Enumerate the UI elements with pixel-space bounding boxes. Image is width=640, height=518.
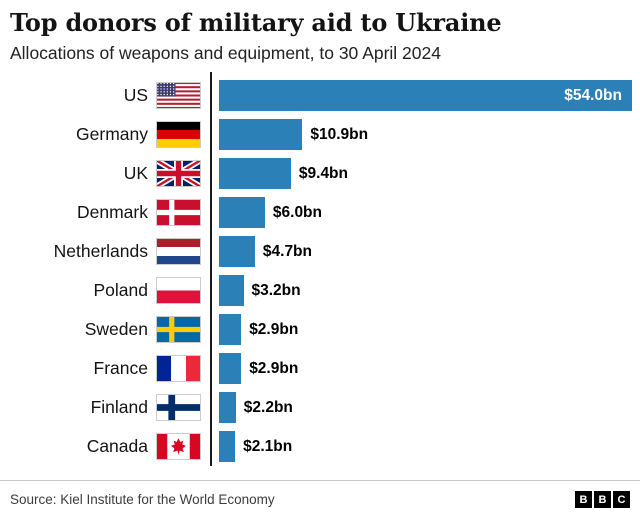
bar-track: $10.9bn	[219, 115, 640, 154]
value-label: $2.1bn	[243, 437, 293, 455]
bar-track: $2.2bn	[219, 388, 640, 427]
value-label: $2.9bn	[249, 359, 299, 377]
source-text: Source: Kiel Institute for the World Eco…	[10, 492, 275, 507]
value-label: $4.7bn	[262, 242, 312, 260]
value-label: $3.2bn	[251, 281, 301, 299]
value-label: $2.9bn	[249, 320, 299, 338]
country-label: US	[123, 85, 148, 105]
bar-row-france: France $2.9bn	[0, 349, 640, 388]
finland-flag-icon	[156, 394, 201, 421]
canada-flag-icon	[156, 433, 201, 460]
chart-header: Top donors of military aid to Ukraine Al…	[0, 0, 640, 64]
value-label: $2.2bn	[243, 398, 293, 416]
denmark-flag-icon	[156, 199, 201, 226]
bar-track: $2.9bn	[219, 349, 640, 388]
bar-row-sweden: Sweden $2.9bn	[0, 310, 640, 349]
uk-flag-icon	[156, 160, 201, 187]
bar-row-finland: Finland $2.2bn	[0, 388, 640, 427]
value-bar	[219, 392, 236, 423]
y-axis-line	[210, 72, 212, 466]
value-bar	[219, 275, 244, 306]
value-label: $10.9bn	[310, 125, 369, 143]
germany-flag-icon	[156, 121, 201, 148]
value-bar	[219, 431, 236, 462]
bar-row-us: US $54.0bn	[0, 76, 640, 115]
country-label: Sweden	[84, 319, 148, 339]
poland-flag-icon	[156, 277, 201, 304]
country-label: Germany	[76, 124, 148, 144]
france-flag-icon	[156, 355, 201, 382]
chart-title: Top donors of military aid to Ukraine	[10, 8, 502, 37]
bbc-logo-letter: B	[594, 491, 611, 508]
chart-footer: Source: Kiel Institute for the World Eco…	[0, 480, 640, 518]
bar-track: $3.2bn	[219, 271, 640, 310]
bar-row-netherlands: Netherlands $4.7bn	[0, 232, 640, 271]
bar-track: $4.7bn	[219, 232, 640, 271]
bar-row-canada: Canada $2.1bn	[0, 427, 640, 466]
bar-row-poland: Poland $3.2bn	[0, 271, 640, 310]
us-flag-icon	[156, 82, 201, 109]
bar-track: $9.4bn	[219, 154, 640, 193]
country-label: Finland	[90, 397, 148, 417]
country-label: UK	[123, 163, 148, 183]
value-label: $9.4bn	[298, 164, 348, 182]
bar-track: $54.0bn	[219, 76, 640, 115]
chart-rows: US $54.0bn Germany $10.9bn UK $9.4bn Den…	[0, 72, 640, 466]
bar-chart: US $54.0bn Germany $10.9bn UK $9.4bn Den…	[0, 72, 640, 470]
value-label: $6.0bn	[272, 203, 322, 221]
bar-row-denmark: Denmark $6.0bn	[0, 193, 640, 232]
value-bar	[219, 314, 242, 345]
country-label: France	[93, 358, 148, 378]
value-bar	[219, 158, 291, 189]
value-bar	[219, 197, 265, 228]
country-label: Netherlands	[53, 241, 148, 261]
bar-row-uk: UK $9.4bn	[0, 154, 640, 193]
bbc-logo-letter: C	[613, 491, 630, 508]
value-bar	[219, 236, 255, 267]
country-label: Poland	[93, 280, 149, 300]
bar-row-germany: Germany $10.9bn	[0, 115, 640, 154]
bar-track: $2.1bn	[219, 427, 640, 466]
chart-subtitle: Allocations of weapons and equipment, to…	[10, 43, 441, 63]
bar-track: $2.9bn	[219, 310, 640, 349]
value-bar: $54.0bn	[219, 80, 632, 111]
value-bar	[219, 119, 303, 150]
value-bar	[219, 353, 242, 384]
bar-track: $6.0bn	[219, 193, 640, 232]
country-label: Denmark	[77, 202, 148, 222]
country-label: Canada	[86, 436, 148, 456]
value-label: $54.0bn	[564, 86, 622, 104]
bbc-logo-letter: B	[575, 491, 592, 508]
sweden-flag-icon	[156, 316, 201, 343]
netherlands-flag-icon	[156, 238, 201, 265]
